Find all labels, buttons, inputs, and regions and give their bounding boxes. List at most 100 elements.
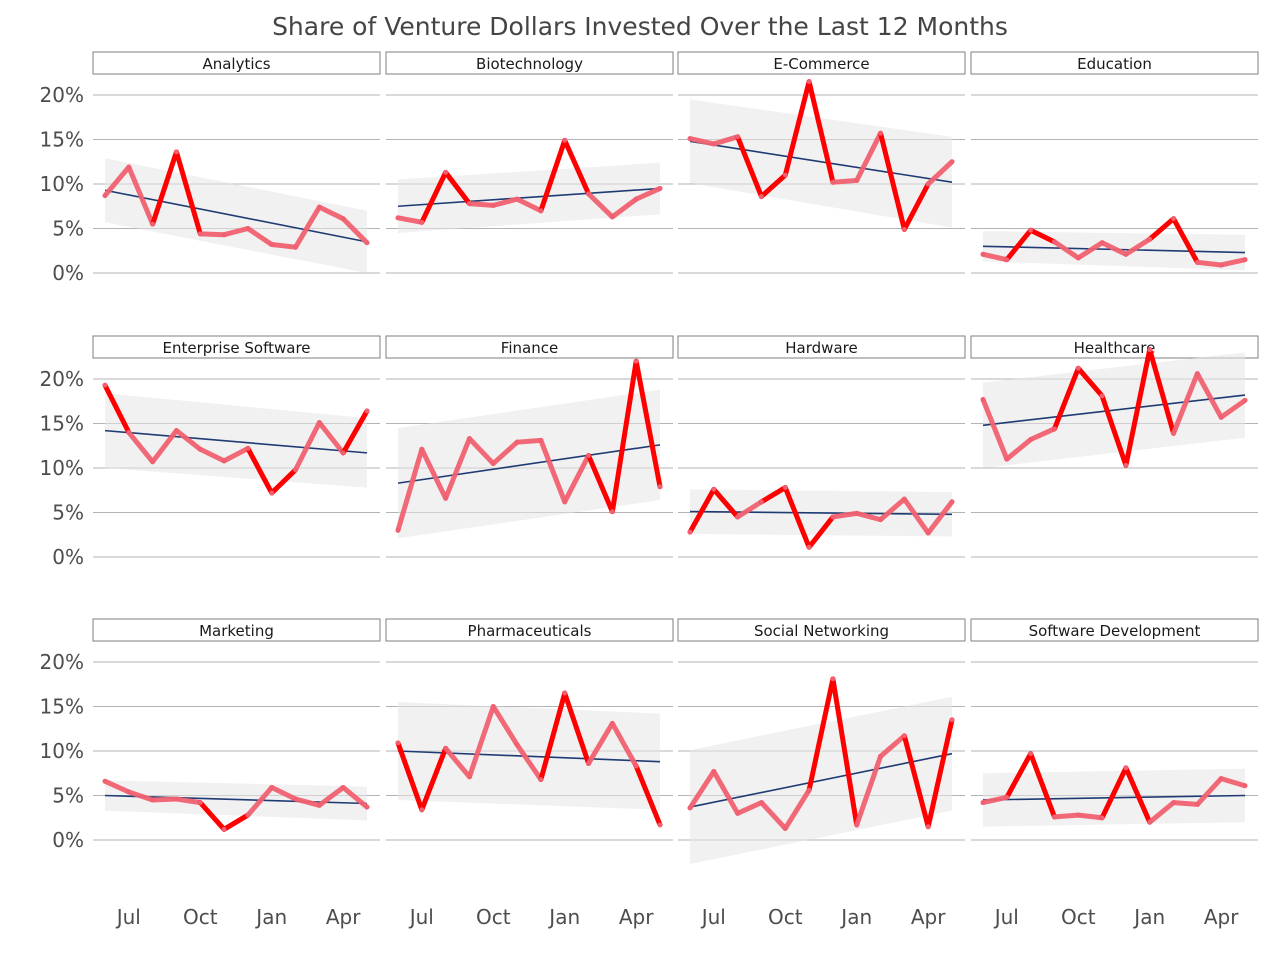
series-segment [102,164,132,199]
series-segment [586,191,615,220]
series-segment [221,445,251,464]
series-segment [806,676,836,793]
series-segment [340,408,370,456]
series-segment [1099,240,1129,257]
data-point [443,495,449,501]
facet-strip [385,51,674,75]
series-segment [1147,216,1177,242]
series-segment [126,429,156,465]
series-segment [1099,393,1129,468]
series-segment [609,358,639,515]
data-point [901,733,907,739]
series-segment [1171,800,1200,807]
chart-title: Share of Venture Dollars Invested Over t… [272,12,1008,41]
series-segment [854,510,884,523]
series-segment [711,768,741,816]
data-point [925,530,931,536]
trend-line [689,752,953,808]
series-segment [1075,240,1105,261]
data-point [316,420,322,426]
series-segment [782,787,812,831]
series-segment [514,742,544,782]
data-point [830,179,836,185]
data-point [174,796,179,802]
series-segment [806,79,836,185]
data-point [221,826,227,832]
trend-line [104,429,368,454]
series-segment [538,437,568,505]
series-segment [490,439,520,467]
series-segment [197,231,227,238]
data-point [1028,751,1034,757]
x-tick-label: Jul [408,905,434,929]
data-point [1147,236,1153,242]
series-segment [980,794,1010,806]
panel-e-commerce: E-Commerce [677,51,966,274]
data-point [711,769,717,774]
series-segment [150,428,179,465]
data-point [269,785,275,790]
data-point [562,499,568,505]
series-segment [1123,765,1153,825]
data-point [1028,437,1034,442]
data-point [316,204,322,210]
confidence-band [105,780,367,821]
data-point [1004,794,1010,800]
series-segment [609,196,639,220]
series-segment [711,486,741,520]
data-point [293,467,298,473]
data-point [782,485,788,490]
panel-social-networking: Social Networking Jul Oct Jan Apr [677,618,966,929]
y-tick-label: 15% [40,412,84,436]
series-segment [925,717,955,830]
facet-strip [385,335,674,359]
x-tick-label: Jan [254,905,287,929]
series-segment [245,784,275,818]
data-point [609,214,615,220]
data-point [949,499,955,505]
y-tick-label: 20% [40,83,84,107]
series-segment [901,733,931,830]
series-segment [316,784,346,808]
series-segment [854,753,884,828]
series-segment [1028,227,1057,245]
data-point [490,461,496,466]
facet-strip [385,618,674,642]
data-point [878,130,883,136]
data-point [1099,815,1105,821]
facet-strip [970,618,1259,642]
data-point [1194,371,1200,377]
y-tick-label: 10% [40,456,84,480]
data-point [150,797,156,803]
data-point [633,763,639,769]
series-segment [562,137,592,197]
series-segment [1147,347,1177,436]
data-point [102,382,108,388]
data-point [980,251,986,257]
data-point [174,149,179,155]
x-tick-label: Jul [115,905,141,929]
data-point [514,196,520,202]
data-point [980,397,986,402]
data-point [1075,812,1081,818]
data-point [759,194,764,199]
data-point [609,721,615,726]
data-point [1075,365,1081,371]
series-segment [901,181,931,232]
y-tick-label: 5% [52,784,84,808]
confidence-band [690,99,952,228]
data-point [364,240,370,246]
data-point [364,408,370,414]
series-segment [1028,751,1057,820]
data-point [1052,239,1057,245]
data-point [538,438,544,443]
series-segment [1147,800,1177,825]
series-segment [514,196,544,214]
series-segment [758,172,788,199]
data-point [150,221,156,227]
x-tick-label: Jul [700,905,726,929]
facet-strip [970,51,1259,75]
facet-label: Marketing [199,622,274,640]
x-tick-label: Oct [1061,905,1096,929]
series-segment [269,242,299,250]
